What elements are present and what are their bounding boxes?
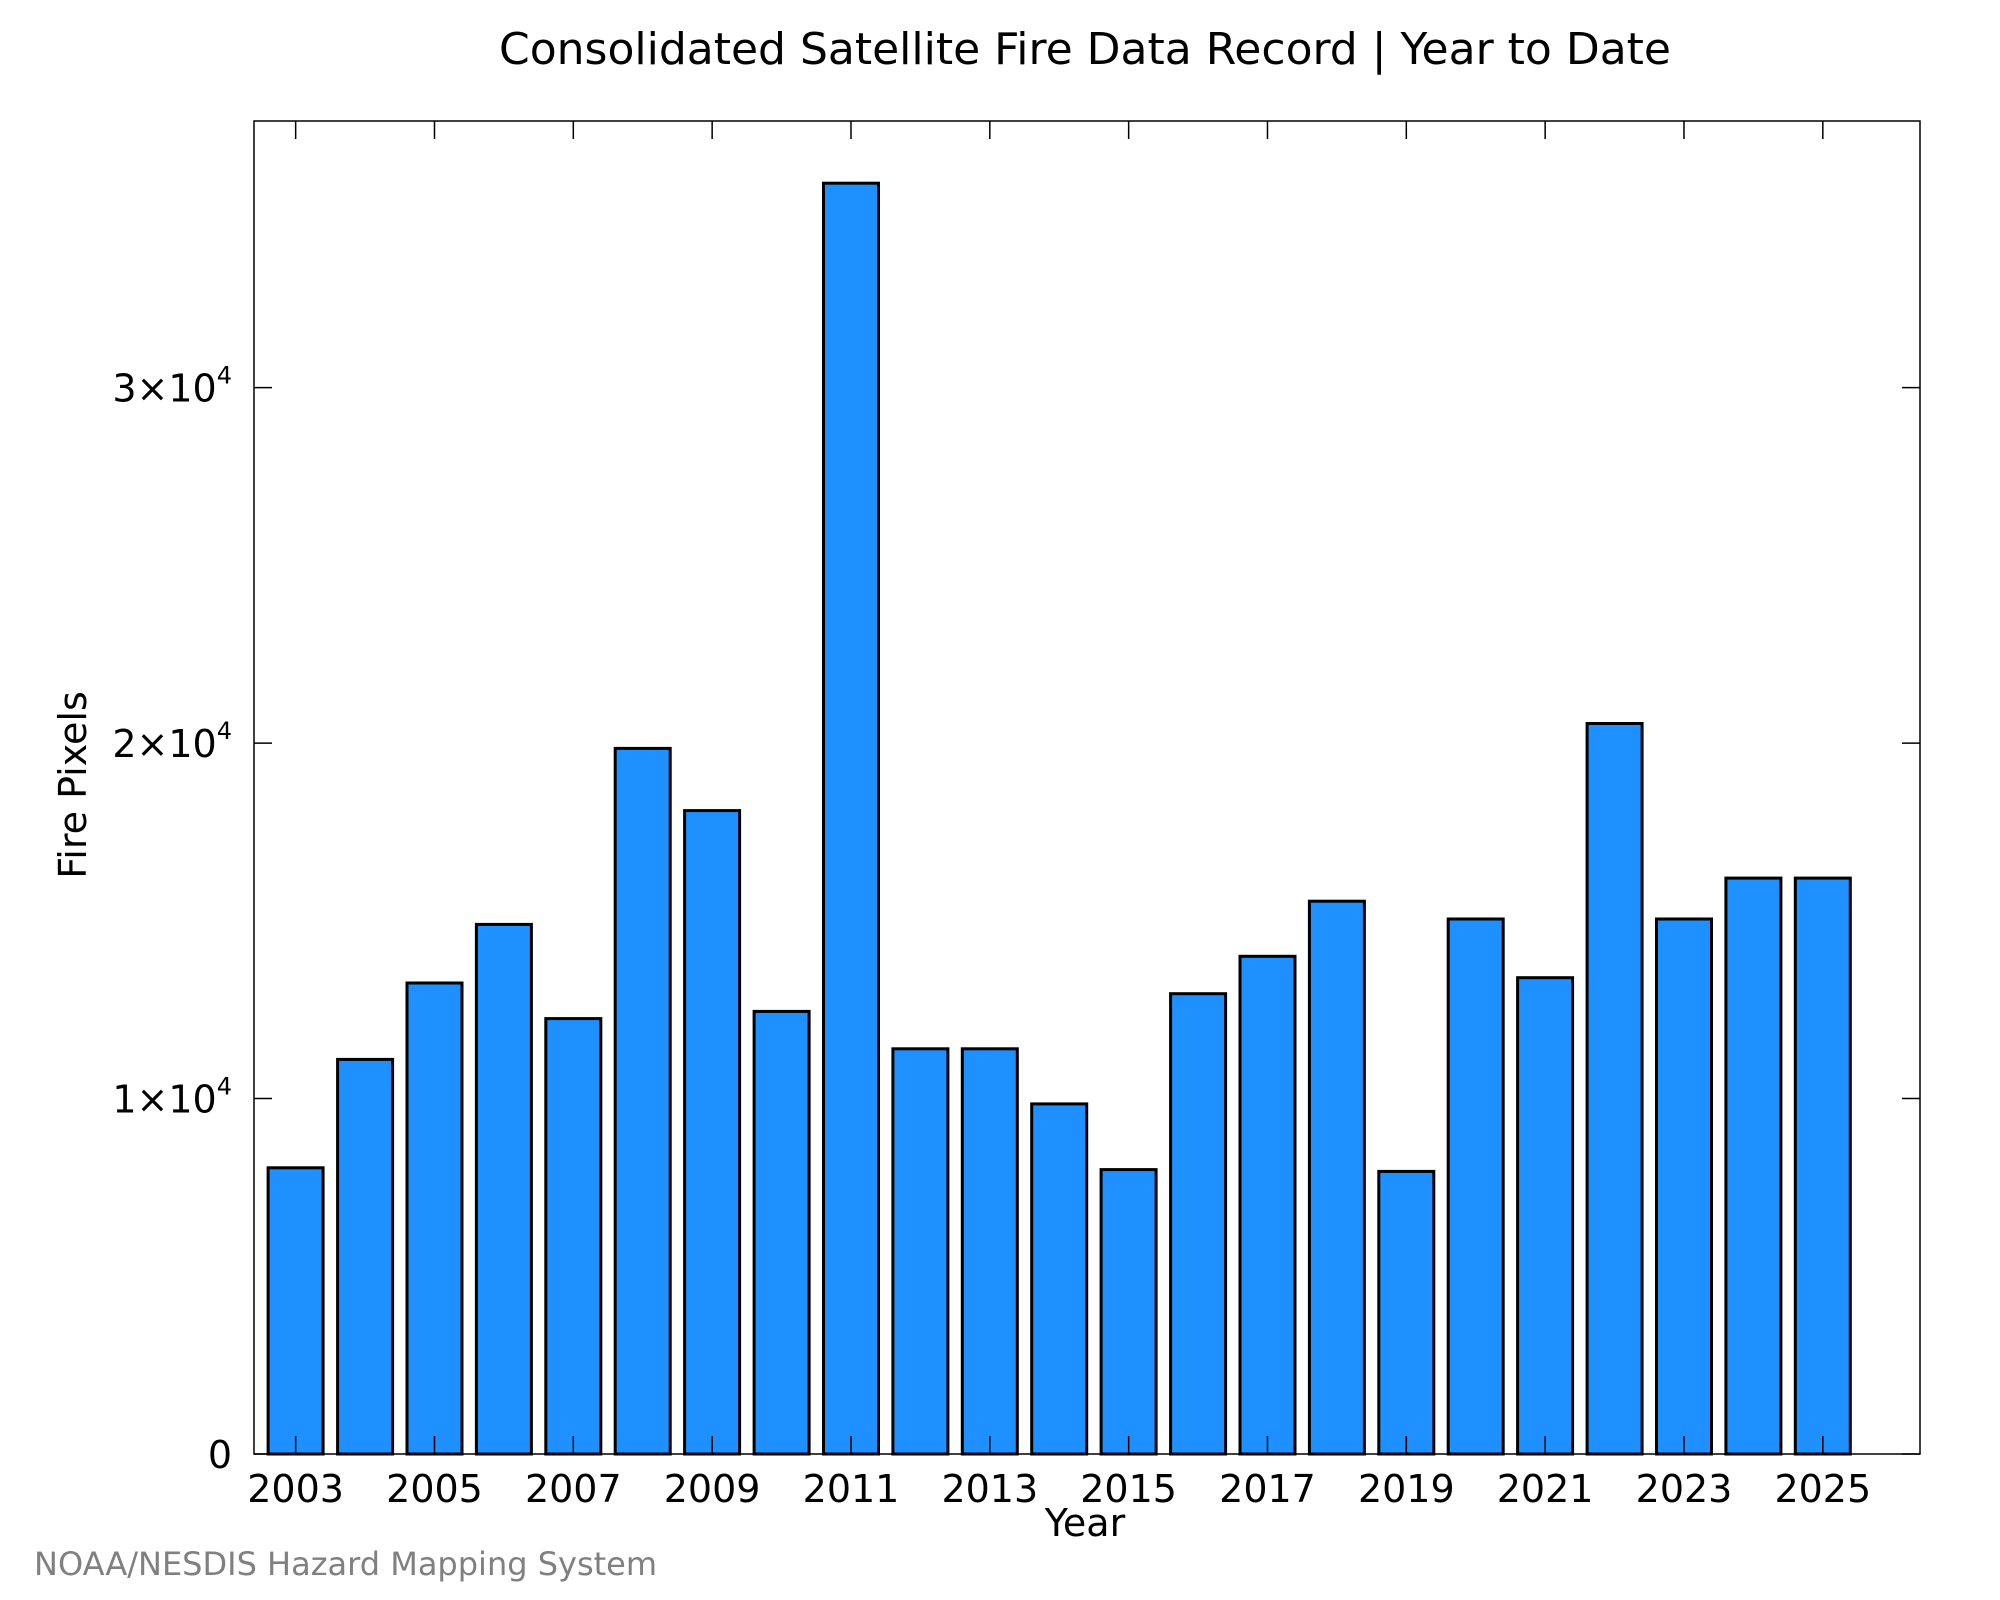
bar-series [266, 181, 1852, 1456]
bar-2008 [613, 746, 672, 1456]
bar-2023 [1655, 917, 1713, 1456]
bar-2017 [1238, 954, 1297, 1456]
x-tick-label-2021: 2021 [1497, 1467, 1594, 1511]
x-tick-label-2007: 2007 [525, 1467, 622, 1511]
x-tick-label-2005: 2005 [386, 1467, 483, 1511]
y-tick-label-10000: 1×104 [112, 1073, 232, 1122]
bar-2005 [405, 981, 464, 1456]
bar-2025 [1793, 876, 1852, 1456]
bar-2022 [1585, 722, 1644, 1456]
bar-2015 [1099, 1168, 1158, 1456]
chart-title: Consolidated Satellite Fire Data Record … [499, 24, 1671, 75]
bar-2009 [683, 809, 742, 1456]
bar-2019 [1377, 1169, 1436, 1456]
bar-2013 [960, 1047, 1019, 1456]
x-tick-label-2013: 2013 [941, 1467, 1038, 1511]
bar-2003 [266, 1166, 325, 1456]
x-tick-label-2019: 2019 [1358, 1467, 1455, 1511]
bar-2010 [752, 1009, 811, 1456]
x-tick-label-2003: 2003 [247, 1467, 344, 1511]
bar-2004 [336, 1057, 395, 1456]
y-tick-label-30000: 3×104 [112, 362, 232, 411]
x-axis-tick-labels: 2003 2005 2007 2009 2011 2013 2015 2017 2019 2021… [247, 1467, 1871, 1511]
x-tick-label-2015: 2015 [1080, 1467, 1177, 1511]
y-axis-tick-labels: 0 1×104 2×104 3×104 [112, 362, 232, 1477]
bar-2020 [1446, 917, 1505, 1456]
plot-frame [253, 120, 1921, 1455]
x-axis-label: Year [1044, 1501, 1126, 1545]
bar-2014 [1030, 1102, 1089, 1456]
y-tick-label-0: 0 [208, 1433, 232, 1477]
bar-2012 [891, 1047, 950, 1456]
bar-2018 [1307, 899, 1366, 1456]
bar-2007 [544, 1017, 603, 1456]
bar-2011 [822, 181, 880, 1456]
x-tick-label-2023: 2023 [1636, 1467, 1733, 1511]
source-credit: NOAA/NESDIS Hazard Mapping System [34, 1545, 657, 1583]
bar-2021 [1516, 976, 1575, 1456]
y-tick-label-20000: 2×104 [112, 717, 232, 766]
bar-2016 [1169, 992, 1228, 1456]
axis-ticks [254, 121, 1920, 1455]
x-tick-label-2011: 2011 [803, 1467, 900, 1511]
x-tick-label-2009: 2009 [664, 1467, 761, 1511]
x-tick-label-2017: 2017 [1219, 1467, 1316, 1511]
y-axis-label: Fire Pixels [51, 691, 95, 879]
x-tick-label-2025: 2025 [1774, 1467, 1871, 1511]
bar-2024 [1724, 876, 1783, 1456]
bar-2006 [474, 922, 533, 1456]
